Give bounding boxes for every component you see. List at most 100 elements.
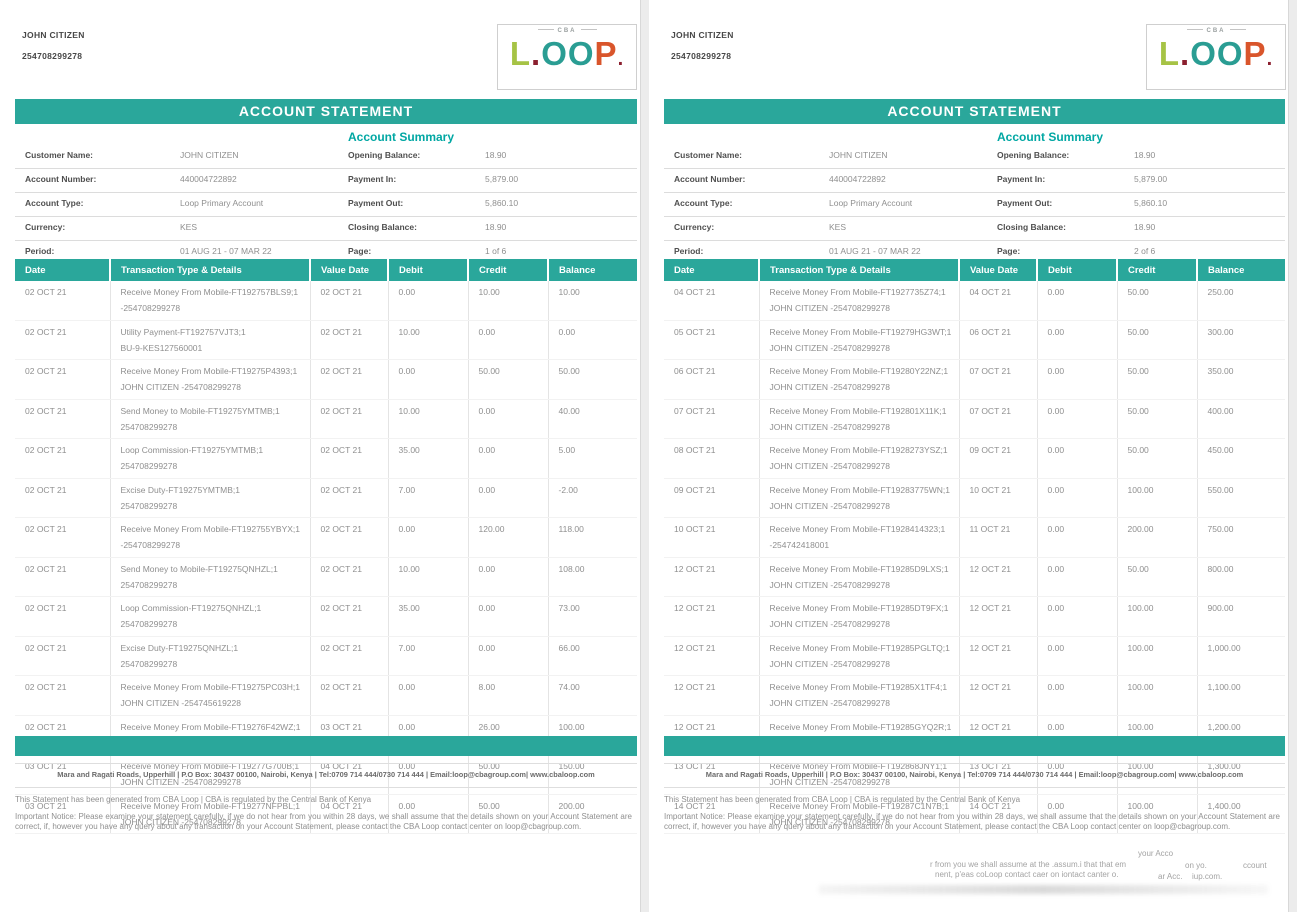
transaction-details: Excise Duty-FT19275YMTMB;1 254708299278 (110, 478, 311, 518)
transaction-balance: 118.00 (548, 517, 637, 558)
transaction-row: 02 OCT 21 Send Money to Mobile-FT19275YM… (15, 399, 637, 439)
transaction-debit: 10.00 (388, 399, 469, 439)
transaction-row: 02 OCT 21 Send Money to Mobile-FT19275QN… (15, 557, 637, 597)
transaction-debit: 35.00 (388, 596, 469, 637)
logo-letter-o: O (1216, 35, 1244, 72)
transaction-value-date: 09 OCT 21 (959, 438, 1038, 479)
footer-address: Mara and Ragati Roads, Upperhill | P.O B… (705, 770, 1244, 779)
transaction-debit: 0.00 (1037, 675, 1118, 716)
summary-row: Account Type: Loop Primary Account Payme… (664, 193, 1285, 217)
transaction-date: 02 OCT 21 (15, 557, 111, 597)
page-edge-strip (640, 0, 649, 912)
transaction-row: 03 OCT 21 Receive Money From Mobile-FT19… (15, 794, 637, 834)
transaction-reference: JOHN CITIZEN -254708299278 (769, 698, 890, 708)
transaction-credit: 100.00 (1117, 636, 1198, 676)
transaction-row: 09 OCT 21 Receive Money From Mobile-FT19… (664, 478, 1285, 518)
transaction-balance: 108.00 (548, 557, 637, 597)
transaction-balance: 73.00 (548, 596, 637, 637)
transaction-type: Receive Money From Mobile-FT1928273YSZ;1 (769, 445, 948, 455)
account-statement-banner: ACCOUNT STATEMENT (15, 99, 637, 124)
transaction-balance: 50.00 (548, 359, 637, 400)
transaction-date: 02 OCT 21 (15, 675, 111, 716)
table-end-bar (15, 736, 637, 756)
transaction-details: Receive Money From Mobile-FT19285DT9FX;1… (759, 596, 960, 637)
summary-value-page-number: 2 of 6 (1134, 246, 1156, 256)
cba-loop-logo: CBA L.OOP. (1146, 24, 1286, 90)
transaction-balance: 40.00 (548, 399, 637, 439)
transaction-date: 14 OCT 21 (664, 794, 760, 834)
transaction-reference: JOHN CITIZEN -254708299278 (769, 619, 890, 629)
cba-loop-logo: CBA L.OOP. (497, 24, 637, 90)
transaction-row: 02 OCT 21 Loop Commission-FT19275YMTMB;1… (15, 438, 637, 479)
logo-letter-o: O (1190, 35, 1217, 72)
artifact-fragment: nent, p'eas coLoop contact caer on ionta… (935, 870, 1119, 879)
summary-label: Currency: (25, 222, 66, 232)
transaction-value-date: 07 OCT 21 (959, 359, 1038, 400)
transaction-type: Receive Money From Mobile-FT192868JNY1;1 (769, 761, 948, 771)
transaction-debit: 0.00 (388, 517, 469, 558)
account-summary-title: Account Summary (348, 130, 455, 144)
footer-generated-note: This Statement has been generated from C… (664, 795, 1021, 804)
transaction-credit: 0.00 (468, 636, 549, 676)
account-summary-title: Account Summary (997, 130, 1104, 144)
account-holder-msisdn: 254708299278 (671, 51, 732, 61)
transaction-type: Receive Money From Mobile-FT192755YBYX;1 (120, 524, 301, 534)
summary-row: Account Type: Loop Primary Account Payme… (15, 193, 637, 217)
loop-wordmark: L.OOP. (1147, 37, 1285, 70)
transaction-date: 02 OCT 21 (15, 399, 111, 439)
summary-label: Period: (25, 246, 55, 256)
transaction-debit: 0.00 (1037, 794, 1118, 834)
transaction-value-date: 04 OCT 21 (310, 794, 389, 834)
summary-value: 440004722892 (829, 174, 886, 184)
summary-value: 5,879.00 (485, 174, 519, 184)
transaction-reference: 254708299278 (120, 658, 178, 669)
page-edge-strip (1288, 0, 1297, 912)
transaction-type: Receive Money From Mobile-FT19285GYQ2R;1 (769, 721, 952, 732)
transaction-details: Receive Money From Mobile-FT19275P4393;1… (110, 359, 311, 400)
summary-label: Payment Out: (997, 198, 1053, 208)
transaction-type: Loop Commission-FT19275YMTMB;1 (120, 445, 264, 455)
transaction-reference: JOHN CITIZEN -254708299278 (769, 816, 890, 827)
transaction-balance: 400.00 (1197, 399, 1285, 439)
transaction-balance: 300.00 (1197, 320, 1285, 360)
transaction-type: Receive Money From Mobile-FT192757BLS9;1 (120, 287, 299, 297)
summary-value: 5,860.10 (485, 198, 519, 208)
transaction-reference: 254708299278 (120, 461, 178, 471)
transaction-type: Receive Money From Mobile-FT19285X1TF4;1 (769, 682, 948, 692)
transaction-details: Receive Money From Mobile-FT1928414323;1… (759, 517, 960, 558)
transaction-reference: JOHN CITIZEN -254708299278 (769, 382, 890, 392)
transaction-date: 02 OCT 21 (15, 281, 111, 321)
transaction-balance: 74.00 (548, 675, 637, 716)
transaction-reference: -254742418001 (769, 540, 830, 550)
summary-label: Account Type: (674, 198, 733, 208)
summary-label: Closing Balance: (997, 222, 1066, 232)
transaction-credit: 100.00 (1117, 596, 1198, 637)
logo-letter-p: P (1243, 35, 1267, 72)
transaction-credit: 50.00 (1117, 557, 1198, 597)
summary-value: 440004722892 (180, 174, 237, 184)
transaction-details: Receive Money From Mobile-FT19279HG3WT;1… (759, 320, 960, 360)
transaction-value-date: 07 OCT 21 (959, 399, 1038, 439)
transaction-value-date: 10 OCT 21 (959, 478, 1038, 518)
transaction-balance: 66.00 (548, 636, 637, 676)
cba-label: CBA (1147, 28, 1285, 34)
summary-value: JOHN CITIZEN (829, 150, 888, 160)
transaction-details: Receive Money From Mobile-FT19277NFPBL;1… (110, 794, 311, 834)
transaction-debit: 0.00 (388, 359, 469, 400)
transaction-reference: -254708299278 (120, 303, 181, 313)
transaction-debit: 10.00 (388, 320, 469, 360)
transaction-debit: 0.00 (1037, 320, 1118, 360)
statement-page-1: JOHN CITIZEN 254708299278 CBA L.OOP. ACC… (0, 0, 640, 912)
transaction-row: 02 OCT 21 Loop Commission-FT19275QNHZL;1… (15, 596, 637, 637)
transaction-type: Receive Money From Mobile-FT19276F42WZ;1 (120, 721, 301, 732)
account-holder-msisdn: 254708299278 (22, 51, 83, 61)
transaction-debit: 0.00 (388, 794, 469, 834)
transaction-credit: 100.00 (1117, 478, 1198, 518)
transaction-row: 10 OCT 21 Receive Money From Mobile-FT19… (664, 517, 1285, 558)
artifact-fragment: r from you we shall assume at the .assum… (930, 860, 1127, 869)
logo-letter-o: O (541, 35, 568, 72)
summary-label: Currency: (674, 222, 715, 232)
transaction-row: 07 OCT 21 Receive Money From Mobile-FT19… (664, 399, 1285, 439)
transaction-debit: 35.00 (388, 438, 469, 479)
transaction-balance: 1,400.00 (1197, 794, 1285, 834)
